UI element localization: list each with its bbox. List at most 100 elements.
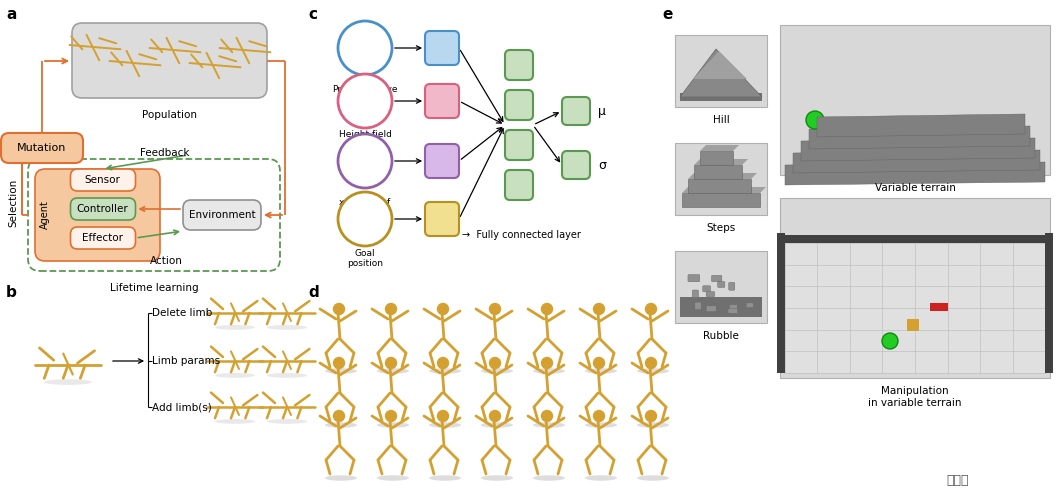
Circle shape xyxy=(594,410,604,422)
Text: d: d xyxy=(307,285,319,300)
Polygon shape xyxy=(785,162,1045,185)
Polygon shape xyxy=(682,187,766,193)
Text: Delete limb: Delete limb xyxy=(152,308,212,318)
FancyBboxPatch shape xyxy=(505,90,533,120)
Bar xyxy=(680,297,762,317)
Ellipse shape xyxy=(377,475,409,481)
Text: 新智元: 新智元 xyxy=(947,474,969,487)
FancyBboxPatch shape xyxy=(425,144,459,178)
FancyBboxPatch shape xyxy=(562,151,591,179)
FancyBboxPatch shape xyxy=(72,23,267,98)
Ellipse shape xyxy=(267,325,307,330)
Circle shape xyxy=(542,410,552,422)
Text: Rubble: Rubble xyxy=(703,331,738,341)
Text: Sensor: Sensor xyxy=(84,175,120,185)
Circle shape xyxy=(385,303,397,314)
Bar xyxy=(777,233,785,373)
Bar xyxy=(780,25,1050,175)
Bar xyxy=(682,193,760,207)
Text: Limb params: Limb params xyxy=(152,356,220,366)
Text: Proprioceptive
features: Proprioceptive features xyxy=(332,85,398,105)
Bar xyxy=(930,303,948,311)
Bar xyxy=(1045,233,1053,373)
Text: x, v, size of
boxes: x, v, size of boxes xyxy=(339,198,390,217)
Text: Action: Action xyxy=(150,256,183,266)
Ellipse shape xyxy=(481,368,513,374)
FancyBboxPatch shape xyxy=(35,169,160,261)
Circle shape xyxy=(542,303,552,314)
Circle shape xyxy=(437,303,449,314)
Polygon shape xyxy=(694,159,748,165)
Text: μ: μ xyxy=(598,105,605,118)
Polygon shape xyxy=(680,49,762,97)
FancyBboxPatch shape xyxy=(70,198,135,220)
FancyBboxPatch shape xyxy=(425,84,459,118)
Bar xyxy=(694,165,742,179)
Bar xyxy=(675,35,767,107)
Circle shape xyxy=(646,303,656,314)
Circle shape xyxy=(807,111,824,129)
Circle shape xyxy=(646,358,656,369)
Text: Height field: Height field xyxy=(338,130,392,139)
Polygon shape xyxy=(801,138,1035,161)
Text: →  Fully connected layer: → Fully connected layer xyxy=(462,230,581,240)
FancyBboxPatch shape xyxy=(1,133,83,163)
Text: Lifetime learning: Lifetime learning xyxy=(110,283,198,293)
Circle shape xyxy=(594,358,604,369)
FancyBboxPatch shape xyxy=(505,130,533,160)
FancyBboxPatch shape xyxy=(688,275,700,282)
Text: Add limb(s): Add limb(s) xyxy=(152,402,212,412)
FancyBboxPatch shape xyxy=(746,303,753,307)
FancyBboxPatch shape xyxy=(712,275,721,282)
FancyBboxPatch shape xyxy=(717,282,725,288)
Circle shape xyxy=(882,333,898,349)
Ellipse shape xyxy=(215,373,255,378)
FancyBboxPatch shape xyxy=(702,286,711,292)
Text: Selection: Selection xyxy=(9,179,18,227)
Text: e: e xyxy=(662,7,672,22)
FancyBboxPatch shape xyxy=(730,305,737,310)
Ellipse shape xyxy=(533,368,565,374)
FancyBboxPatch shape xyxy=(728,309,737,313)
Ellipse shape xyxy=(377,422,409,428)
Text: Goal
position: Goal position xyxy=(347,249,383,269)
Bar xyxy=(780,198,1050,378)
Polygon shape xyxy=(817,114,1025,137)
Ellipse shape xyxy=(637,368,669,374)
FancyBboxPatch shape xyxy=(706,306,716,311)
Circle shape xyxy=(437,358,449,369)
Text: b: b xyxy=(6,285,17,300)
Text: Agent: Agent xyxy=(40,201,50,229)
Text: Manipulation
in variable terrain: Manipulation in variable terrain xyxy=(868,386,962,407)
Circle shape xyxy=(338,21,392,75)
Circle shape xyxy=(333,410,345,422)
Text: Steps: Steps xyxy=(706,223,735,233)
Bar xyxy=(675,251,767,323)
Ellipse shape xyxy=(585,368,617,374)
Circle shape xyxy=(385,358,397,369)
Ellipse shape xyxy=(637,422,669,428)
Circle shape xyxy=(594,303,604,314)
Ellipse shape xyxy=(267,419,307,424)
Bar xyxy=(675,143,767,215)
Text: Population: Population xyxy=(142,110,197,120)
Text: c: c xyxy=(307,7,317,22)
Ellipse shape xyxy=(429,475,461,481)
Bar xyxy=(907,319,919,331)
Ellipse shape xyxy=(481,475,513,481)
Ellipse shape xyxy=(585,422,617,428)
Ellipse shape xyxy=(325,475,358,481)
Polygon shape xyxy=(688,173,757,179)
Ellipse shape xyxy=(325,368,358,374)
FancyBboxPatch shape xyxy=(505,170,533,200)
Text: Feedback: Feedback xyxy=(140,148,189,158)
Ellipse shape xyxy=(429,422,461,428)
Circle shape xyxy=(385,410,397,422)
FancyBboxPatch shape xyxy=(695,302,701,309)
FancyBboxPatch shape xyxy=(693,290,698,298)
Ellipse shape xyxy=(215,325,255,330)
Polygon shape xyxy=(809,126,1030,149)
Circle shape xyxy=(542,358,552,369)
Ellipse shape xyxy=(533,422,565,428)
Polygon shape xyxy=(700,145,739,151)
